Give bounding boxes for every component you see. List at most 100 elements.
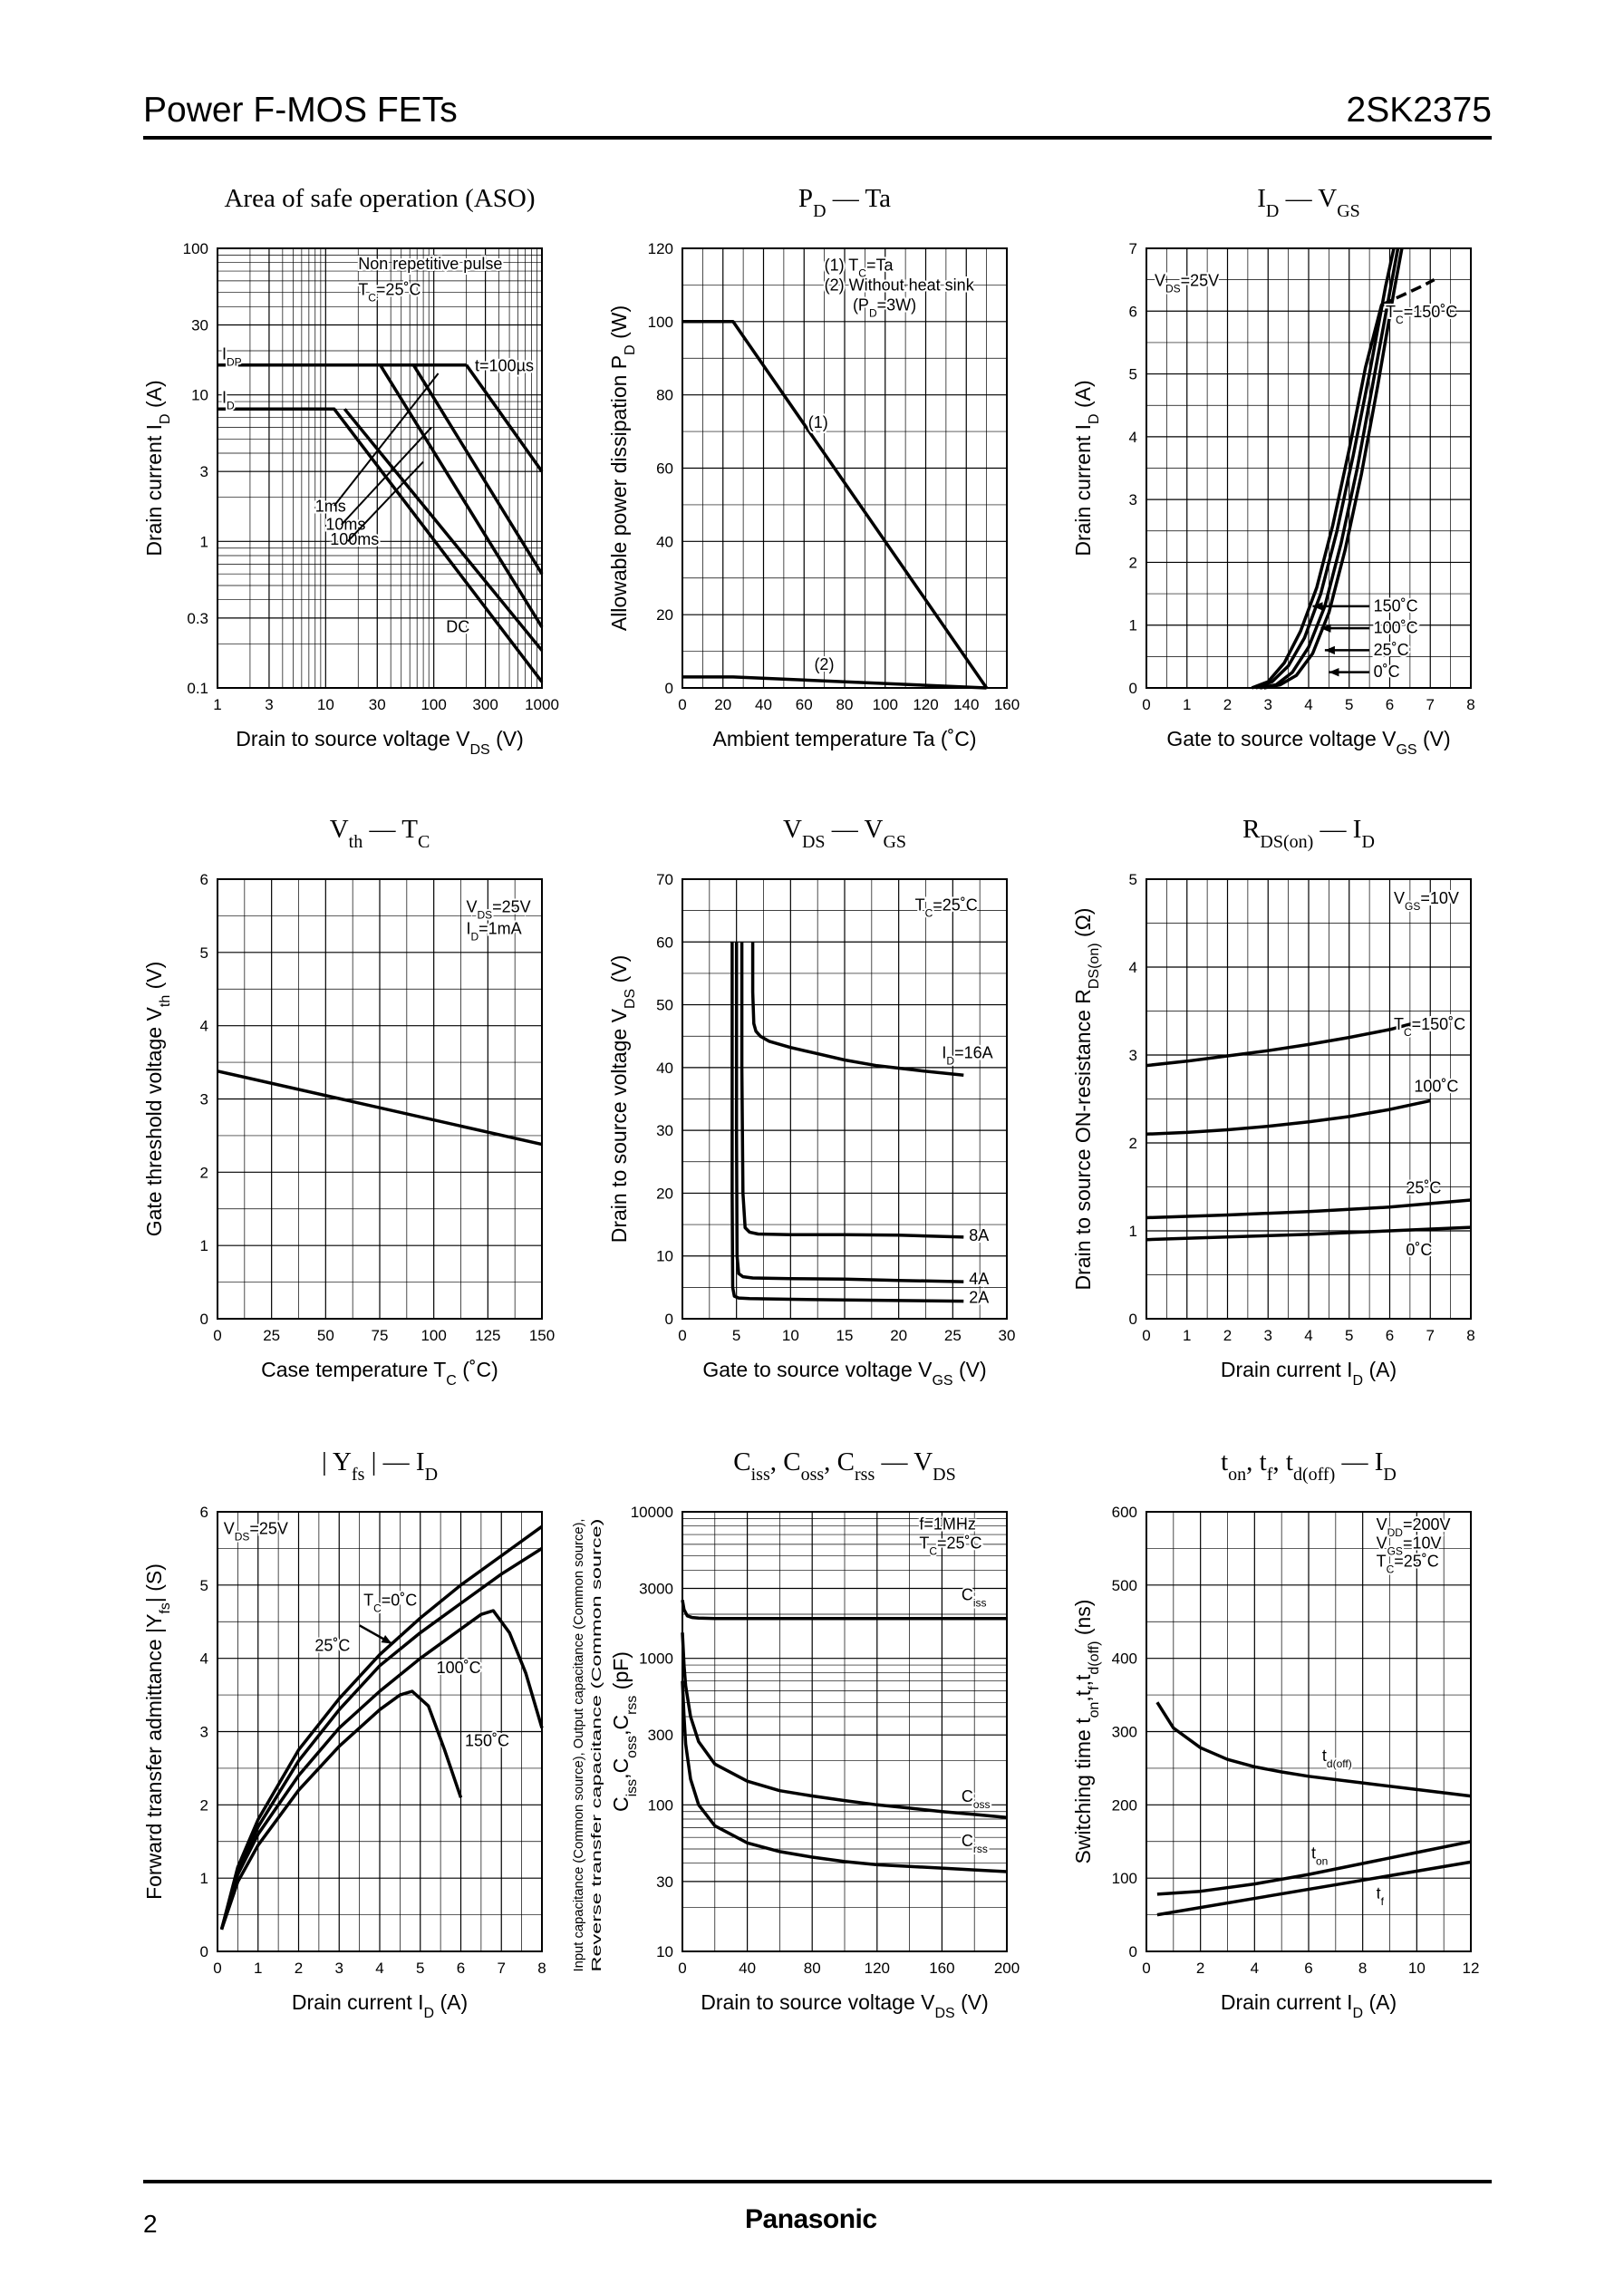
x-tick-label: 8 [1466, 696, 1474, 713]
x-tick-label: 160 [929, 1960, 954, 1977]
x-axis-label-part: GS [932, 1373, 952, 1389]
x-axis-label-part: GS [1396, 742, 1416, 758]
x-tick-label: 0 [213, 1327, 221, 1344]
x-tick-label: 6 [1386, 1327, 1394, 1344]
plot-frame [682, 247, 1008, 689]
x-axis-label-part: DS [934, 2006, 954, 2021]
annotation-label: t=100µs [475, 357, 534, 375]
annotation-label-part: on [1316, 1854, 1328, 1867]
y-axis-label: Ciss,Coss,Crss (pF) [609, 1651, 640, 1812]
y-tick-label: 60 [656, 460, 673, 478]
annotation-label-part: DP [227, 355, 242, 368]
annotation-label: 150˚C [465, 1732, 509, 1750]
document-series-title: Power F-MOS FETs [143, 91, 458, 130]
aso-leader-line [346, 460, 424, 543]
x-axis-label-part: Ambient temperature Ta (˚C) [712, 727, 976, 750]
chart-title-part: C [418, 832, 430, 852]
plot-frame [1146, 247, 1472, 689]
annotation-label: TC=25˚C [358, 281, 420, 305]
y-axis-label-part: Allowable power dissipation P [607, 355, 631, 631]
annotation-label: ID=1mA [466, 920, 521, 944]
chart-title-part: — T [362, 815, 418, 844]
y-axis-label-part: DS [623, 989, 638, 1009]
x-tick-label: 1 [1183, 1327, 1191, 1344]
y-tick-label: 10000 [631, 1504, 673, 1521]
y-tick-label: 6 [1129, 303, 1137, 320]
x-tick-label: 100 [420, 1327, 446, 1344]
annotation-label: (PD=3W) [853, 296, 916, 320]
x-axis-label-part: C [446, 1373, 457, 1389]
y-axis-label-part: ,C [609, 1715, 633, 1736]
y-axis-label-part: (pF) [609, 1651, 633, 1696]
annotation-label-part: =200V [1403, 1515, 1451, 1534]
annotation-label: DC [446, 618, 469, 636]
series-line-150-c-dashed- [1380, 278, 1436, 306]
series-line-dc [218, 407, 544, 683]
annotation-label-part: oss [973, 1798, 991, 1811]
series-line-0-c [1146, 1225, 1472, 1242]
y-tick-label: 60 [656, 934, 673, 951]
y-axis-label: Gate threshold voltage Vth (V) [142, 962, 173, 1237]
annotation-label-part: =1mA [478, 920, 522, 938]
y-tick-label: 3 [200, 1091, 208, 1108]
y-tick-label: 10 [656, 1943, 673, 1960]
x-axis-label-part: Case temperature T [261, 1358, 446, 1381]
annotation-label: VDS=25V [224, 1519, 288, 1543]
x-tick-label: 0 [678, 1327, 686, 1344]
y-axis-label-part: Switching time t [1071, 1718, 1095, 1864]
annotation-label: TC=150˚C [1394, 1015, 1465, 1039]
y-tick-label: 2 [200, 1796, 208, 1814]
annotation-label-part: GS [1405, 900, 1420, 913]
chart-title-part: D [425, 1465, 438, 1485]
annotation-label: VGS=10V [1394, 889, 1459, 913]
annotation-label-part: f [1381, 1895, 1385, 1908]
annotation-label-part: 25˚C [1406, 1178, 1441, 1196]
annotation-label-part: I [942, 1043, 946, 1061]
y-tick-label: 100 [648, 314, 673, 331]
chart-title: Vth — TC [330, 815, 430, 852]
annotation-label-part: =25˚C [1394, 1553, 1439, 1571]
annotation-label-part: 2A [969, 1289, 989, 1307]
y-tick-label: 20 [656, 606, 673, 624]
arrow-head [1324, 645, 1335, 655]
series-line-8a [740, 942, 964, 1239]
x-axis-label-part: (A) [434, 1990, 468, 2014]
annotation-label-part: C [858, 266, 866, 279]
y-axis-label-part: D [158, 413, 173, 424]
x-tick-label: 80 [804, 1960, 821, 1977]
y-tick-label: 0 [200, 1311, 208, 1328]
plot-frame [217, 247, 543, 689]
x-tick-label: 6 [1386, 696, 1394, 713]
x-tick-label: 10 [1408, 1960, 1426, 1977]
annotation-label: 100˚C [1414, 1078, 1458, 1096]
y-tick-label: 1000 [639, 1650, 673, 1668]
y-axis-label-part: Drain to source voltage V [607, 1008, 631, 1243]
x-tick-label: 4 [375, 1960, 383, 1977]
annotation-label-part: C [1387, 1563, 1395, 1576]
annotation-label-part: I [222, 389, 227, 407]
annotation-label-part: T [358, 281, 368, 299]
y-axis-label: Drain to source voltage VDS (V) [607, 955, 638, 1244]
x-axis-label: Drain current ID (A) [292, 1990, 468, 2021]
chart-title-part: — Ta [826, 184, 892, 213]
chart-title-part: fs [352, 1465, 365, 1485]
chart-title: ID — VGS [1257, 184, 1360, 221]
annotation-label-part: C [368, 292, 376, 305]
annotation-label-part: 100ms [330, 530, 379, 548]
y-axis-label-part: Gate threshold voltage V [142, 1006, 166, 1236]
annotation-label-part: 150˚C [1374, 596, 1418, 615]
annotation-label: 0˚C [1374, 663, 1400, 681]
annotation-label-part: t [1322, 1747, 1327, 1765]
x-tick-label: 60 [796, 696, 813, 713]
annotation-label: td(off) [1322, 1747, 1352, 1770]
aso-leader-line [341, 426, 432, 526]
x-axis-label-part: Drain current I [1221, 1990, 1353, 2014]
x-tick-label: 4 [1251, 1960, 1259, 1977]
y-tick-label: 2 [1129, 1135, 1137, 1152]
series-line-25-c [219, 1546, 543, 1931]
x-tick-label: 1000 [525, 696, 559, 713]
annotation-label-part: V [1377, 1534, 1387, 1552]
y-tick-label: 30 [656, 1873, 673, 1891]
x-axis-label-part: Drain current I [1221, 1358, 1353, 1381]
